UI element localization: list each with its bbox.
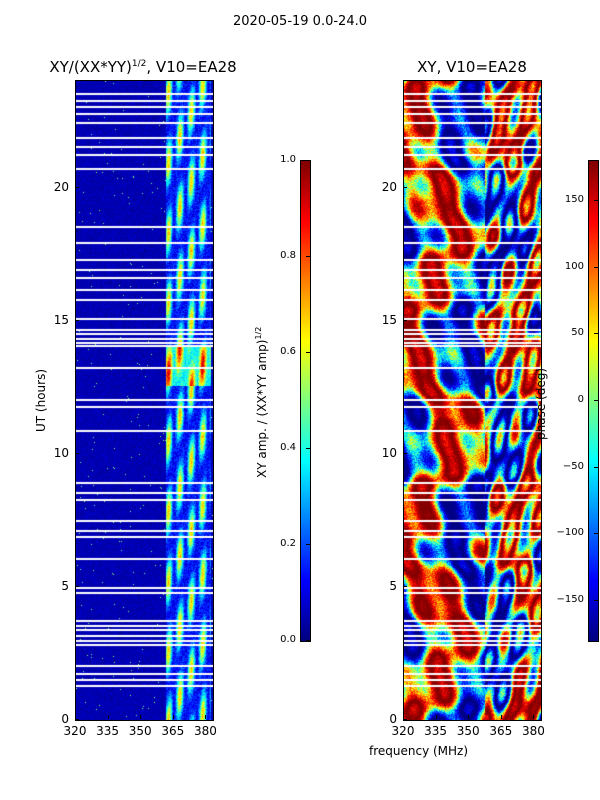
- amp-heatmap-canvas: [76, 81, 213, 720]
- cbar-tick-mark: [594, 600, 598, 601]
- amp-panel-title: XY/(XX*YY)1/2, V10=EA28: [23, 58, 263, 76]
- x-tick-mark: [533, 715, 535, 719]
- cbar-tick-label: 0.0: [280, 634, 296, 645]
- cbar-tick-mark: [306, 256, 310, 257]
- cbar-tick-label: 0.2: [280, 538, 296, 549]
- phase-title-main: XY, V10=EA28: [417, 58, 527, 76]
- x-tick-label: 335: [424, 724, 448, 738]
- x-tick-mark: [140, 715, 142, 719]
- amp-title-suffix: , V10=EA28: [146, 58, 237, 76]
- y-tick-label: 15: [381, 312, 397, 327]
- cbar-tick-mark: [306, 640, 310, 641]
- x-tick-label: 365: [489, 724, 513, 738]
- y-tick-label: 15: [53, 312, 69, 327]
- x-tick-label: 350: [456, 724, 480, 738]
- cbar-tick-mark: [594, 266, 598, 268]
- y-tick-label: 0: [389, 712, 397, 726]
- x-tick-label: 365: [161, 724, 185, 738]
- y-tick-mark: [403, 719, 407, 720]
- cbar-tick-label: 0.8: [280, 250, 296, 261]
- x-tick-label: 380: [194, 724, 217, 738]
- phase-heatmap: [403, 80, 542, 721]
- cbar-tick-mark: [306, 352, 310, 353]
- y-tick-label: 5: [61, 578, 69, 593]
- figure-xlabel: frequency (MHz): [369, 744, 469, 758]
- y-tick-label: 10: [53, 445, 69, 460]
- amp-title-main: XY/(XX*YY): [49, 58, 132, 76]
- cbar-tick-label: 0.6: [280, 346, 296, 357]
- y-tick-mark: [75, 186, 79, 188]
- amp-colorbar: [300, 160, 311, 642]
- amp-heatmap: [75, 80, 214, 721]
- cbar-tick-label: 0.4: [280, 442, 296, 453]
- cbar-tick-mark: [594, 533, 598, 535]
- x-tick-mark: [468, 715, 470, 719]
- y-tick-mark: [75, 452, 79, 454]
- amp-ylabel: UT (hours): [34, 368, 48, 432]
- amp-cbar-label-exponent: 1/2: [254, 326, 263, 340]
- y-tick-label: 0: [61, 712, 69, 726]
- cbar-tick-label: 1.0: [280, 154, 296, 165]
- y-tick-mark: [75, 585, 79, 587]
- cbar-tick-label: 100: [564, 260, 584, 272]
- amp-title-exponent: 1/2: [131, 59, 147, 69]
- x-tick-label: 320: [63, 724, 87, 738]
- cbar-tick-label: −50: [562, 460, 584, 472]
- cbar-tick-mark: [594, 400, 598, 401]
- figure-suptitle: 2020-05-19 0.0-24.0: [233, 14, 367, 29]
- phase-colorbar-label: phase (deg): [534, 367, 548, 440]
- y-tick-mark: [403, 186, 407, 188]
- y-tick-label: 20: [53, 179, 69, 194]
- x-tick-mark: [172, 715, 174, 719]
- cbar-tick-mark: [594, 333, 598, 335]
- cbar-tick-mark: [594, 466, 598, 468]
- phase-heatmap-canvas: [404, 81, 541, 720]
- y-tick-mark: [75, 719, 79, 720]
- y-tick-label: 20: [381, 179, 397, 194]
- y-tick-mark: [403, 452, 407, 454]
- amp-cbar-label-main: XY amp. / (XX*YY amp): [255, 339, 269, 478]
- y-tick-label: 5: [389, 578, 397, 593]
- cbar-tick-label: 0: [577, 394, 584, 405]
- x-tick-mark: [403, 715, 404, 719]
- cbar-tick-label: 50: [571, 327, 584, 339]
- x-tick-mark: [205, 715, 207, 719]
- cbar-tick-label: −100: [556, 527, 584, 539]
- phase-panel-title: XY, V10=EA28: [352, 58, 592, 76]
- cbar-tick-label: −150: [556, 594, 584, 605]
- x-tick-label: 320: [391, 724, 415, 738]
- y-tick-mark: [75, 319, 79, 321]
- x-tick-mark: [107, 715, 109, 719]
- x-tick-mark: [500, 715, 502, 719]
- y-tick-mark: [403, 585, 407, 587]
- cbar-tick-mark: [306, 160, 310, 161]
- cbar-tick-mark: [306, 544, 310, 545]
- amp-colorbar-label: XY amp. / (XX*YY amp)1/2: [254, 327, 269, 478]
- x-tick-mark: [435, 715, 437, 719]
- phase-colorbar: [588, 160, 599, 642]
- cbar-tick-label: 150: [564, 194, 584, 205]
- y-tick-mark: [403, 319, 407, 321]
- cbar-tick-mark: [594, 200, 598, 201]
- y-tick-label: 10: [381, 445, 397, 460]
- x-tick-label: 350: [128, 724, 152, 738]
- cbar-tick-mark: [306, 448, 310, 449]
- x-tick-mark: [75, 715, 76, 719]
- x-tick-label: 335: [96, 724, 120, 738]
- x-tick-label: 380: [522, 724, 545, 738]
